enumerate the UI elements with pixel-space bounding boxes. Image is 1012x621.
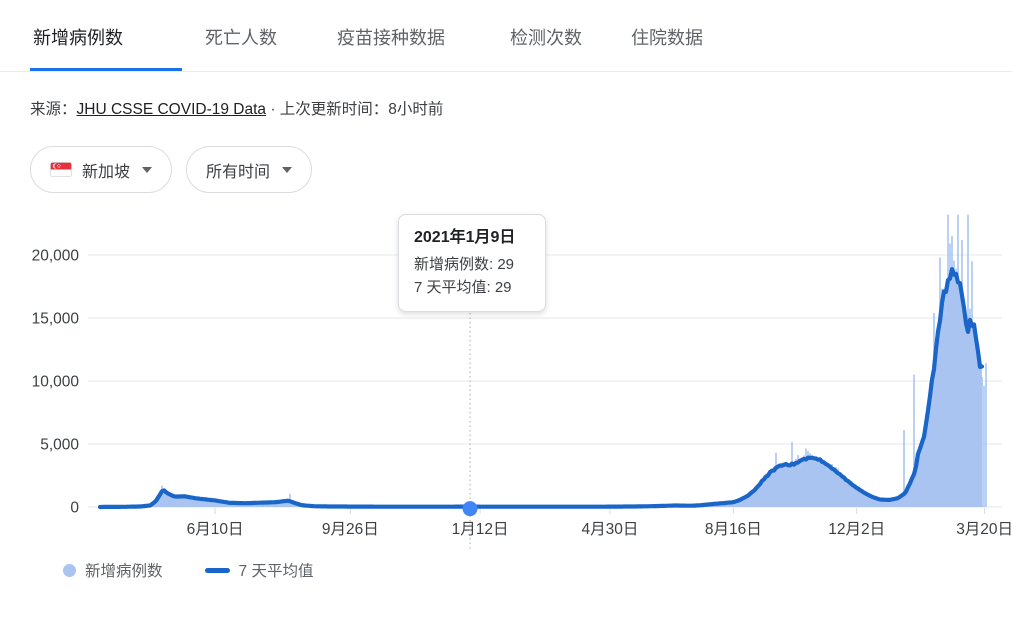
tab-tests[interactable]: 检测次数 xyxy=(510,28,582,48)
tab-deaths[interactable]: 死亡人数 xyxy=(205,28,277,48)
svg-text:3月20日: 3月20日 xyxy=(956,521,1012,538)
x-axis-labels: 6月10日 9月26日 1月12日 4月30日 8月16日 12月2日 3月20日 xyxy=(187,508,1012,538)
chart-tooltip: 2021年1月9日 新增病例数: 29 7 天平均值: 29 xyxy=(398,214,546,312)
svg-text:6月10日: 6月10日 xyxy=(187,521,244,538)
selected-point-guide xyxy=(462,313,478,549)
selected-point-marker xyxy=(462,501,478,517)
tab-hospitalizations[interactable]: 住院数据 xyxy=(631,28,703,48)
legend-daily-label: 新增病例数 xyxy=(85,563,163,580)
source-link[interactable]: JHU CSSE COVID-19 Data xyxy=(76,101,267,118)
svg-text:1月12日: 1月12日 xyxy=(452,521,509,538)
svg-text:4月30日: 4月30日 xyxy=(581,521,638,538)
svg-text:5,000: 5,000 xyxy=(40,437,79,454)
source-line: 来源：JHU CSSE COVID-19 Data · 上次更新时间：8小时前 xyxy=(30,97,443,119)
y-axis-labels: 0 5,000 10,000 15,000 20,000 xyxy=(32,248,80,517)
svg-text:12月2日: 12月2日 xyxy=(828,521,885,538)
chart-legend: 新增病例数 7 天平均值 xyxy=(63,556,313,584)
tab-vaccinations[interactable]: 疫苗接种数据 xyxy=(337,28,445,48)
region-selector[interactable]: 新加坡 xyxy=(30,146,173,193)
last-updated-text: 上次更新时间：8小时前 xyxy=(279,101,444,118)
svg-text:15,000: 15,000 xyxy=(32,311,80,328)
tooltip-avg: 7 天平均值: 29 xyxy=(414,279,512,296)
avg-line-swatch-icon xyxy=(204,567,230,573)
time-range-selector-label: 所有时间 xyxy=(206,163,271,181)
active-tab-underline xyxy=(30,68,182,71)
time-range-selector[interactable]: 所有时间 xyxy=(186,146,313,193)
svg-text:0: 0 xyxy=(70,500,79,517)
tooltip-date: 2021年1月9日 xyxy=(414,229,516,246)
daily-cases-swatch-icon xyxy=(63,563,76,577)
svg-text:10,000: 10,000 xyxy=(32,374,80,391)
tooltip-new-cases: 新增病例数: 29 xyxy=(414,256,515,273)
filter-bar: 新加坡 所有时间 xyxy=(30,146,313,193)
tab-bar: 新增病例数 死亡人数 疫苗接种数据 检测次数 住院数据 xyxy=(0,0,1012,72)
legend-avg-label: 7 天平均值 xyxy=(238,563,314,580)
source-prefix: 来源： xyxy=(30,101,77,118)
legend-daily-cases: 新增病例数 xyxy=(63,559,163,581)
region-selector-label: 新加坡 xyxy=(82,163,131,181)
chevron-down-icon xyxy=(142,166,153,173)
svg-text:8月16日: 8月16日 xyxy=(705,521,762,538)
tab-new-cases[interactable]: 新增病例数 xyxy=(33,28,123,48)
singapore-flag-icon xyxy=(50,162,72,177)
chevron-down-icon xyxy=(282,166,293,173)
source-separator: · xyxy=(266,101,280,118)
svg-text:9月26日: 9月26日 xyxy=(322,521,379,538)
legend-7day-average: 7 天平均值 xyxy=(204,559,314,581)
svg-text:20,000: 20,000 xyxy=(32,248,80,265)
